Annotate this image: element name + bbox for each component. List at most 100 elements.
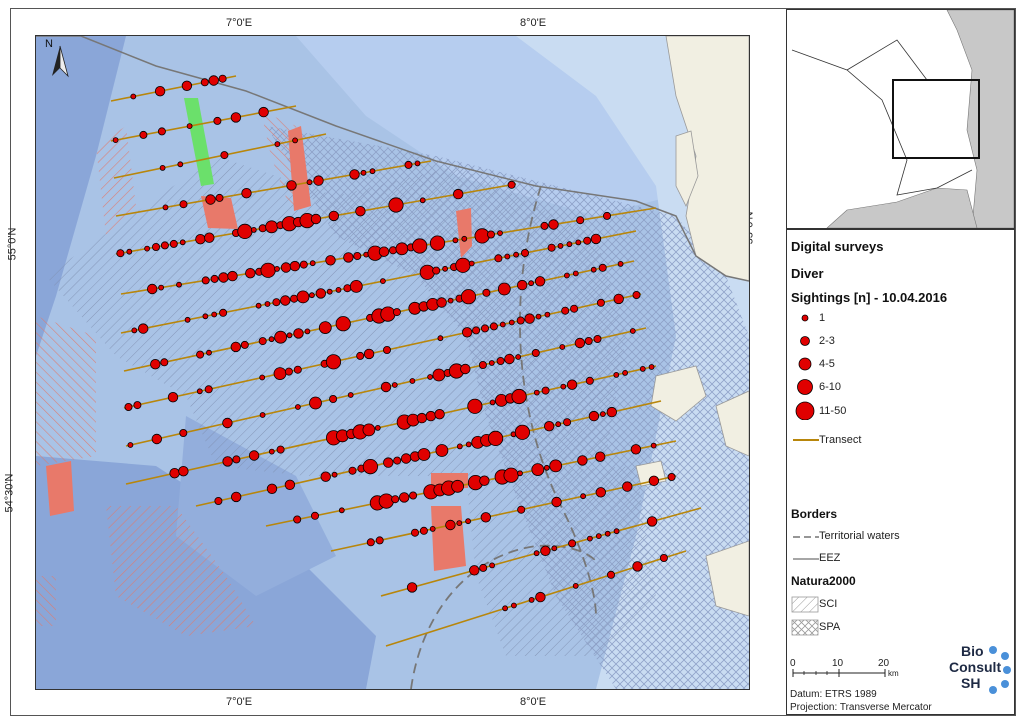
sighting-dot xyxy=(585,376,594,385)
sighting-dot xyxy=(196,388,203,395)
legend-spa-label: SPA xyxy=(819,621,841,633)
sighting-dot xyxy=(469,565,480,576)
wind-farm-4 xyxy=(36,576,56,626)
sighting-dot xyxy=(566,379,578,390)
sighting-dot xyxy=(362,458,378,475)
sighting-dot xyxy=(177,161,184,168)
sighting-dot xyxy=(604,530,611,537)
sighting-dot xyxy=(274,330,288,344)
sighting-dot xyxy=(630,444,642,455)
scale-tick-0: 0 xyxy=(790,658,796,669)
sighting-dot xyxy=(667,472,676,481)
wind-farm-solid-4 xyxy=(46,461,74,516)
sighting-dot xyxy=(264,301,271,307)
sighting-dot xyxy=(572,583,579,589)
sighting-dot xyxy=(503,467,519,483)
bioconsult-logo: Bio Consult SH xyxy=(949,644,1013,706)
sighting-dot xyxy=(304,328,311,335)
overview-eez-2 xyxy=(846,39,928,81)
logo-line-3: SH xyxy=(961,675,981,691)
north-arrow-label: N xyxy=(45,38,53,50)
sighting-dot xyxy=(124,402,133,411)
sighting-dot xyxy=(112,137,119,143)
sighting-dot xyxy=(139,130,148,139)
sighting-dot xyxy=(204,385,213,394)
sighting-dot xyxy=(572,270,579,277)
wind-farm-2 xyxy=(36,316,96,466)
main-map[interactable]: N xyxy=(35,35,750,690)
sighting-dot xyxy=(576,216,585,225)
transect-line xyxy=(330,475,677,552)
sighting-dot xyxy=(416,412,428,424)
scale-bar xyxy=(792,669,886,677)
legend-label-6-10: 6-10 xyxy=(819,381,842,393)
sighting-dot xyxy=(659,554,668,563)
sighting-dot xyxy=(639,365,646,372)
sighting-dot xyxy=(343,252,354,263)
sighting-dot xyxy=(548,219,559,230)
legend-species: Diver xyxy=(791,266,824,281)
sighting-dot xyxy=(465,441,472,448)
sighting-dot xyxy=(435,444,449,457)
sighting-dot xyxy=(349,279,363,293)
legend-sci-label: SCI xyxy=(819,598,838,610)
sighting-dot xyxy=(131,327,138,334)
sighting-dot xyxy=(462,327,473,338)
sighting-dot xyxy=(160,241,169,250)
sighting-dot xyxy=(329,394,338,403)
sighting-dot xyxy=(540,545,551,557)
sighting-dot xyxy=(200,78,209,87)
sighting-dot xyxy=(560,383,567,390)
sighting-dot xyxy=(535,591,546,603)
sighting-dot xyxy=(499,321,506,328)
eez-border xyxy=(36,36,749,282)
sighting-dot xyxy=(613,371,620,378)
sighting-dot xyxy=(178,466,189,477)
sighting-dot xyxy=(241,187,252,199)
sighting-dot xyxy=(284,479,296,491)
sighting-dot xyxy=(606,406,618,418)
sighting-dot xyxy=(447,297,454,304)
territorial-waters-arc xyxy=(410,544,597,689)
sighting-dot xyxy=(258,337,267,346)
sighting-dot xyxy=(213,116,222,125)
sighting-dot xyxy=(268,336,275,343)
logo-line-1: Bio xyxy=(961,643,984,659)
sighting-dot xyxy=(425,410,437,422)
sighting-dot xyxy=(541,386,550,395)
legend-sighting-11-50 xyxy=(795,401,815,420)
sighting-dot xyxy=(366,538,375,547)
sighting-dot xyxy=(274,141,281,147)
sighting-dot xyxy=(528,280,535,287)
sighting-dot xyxy=(535,313,542,320)
sighting-dot xyxy=(460,289,477,305)
graticule-top-8e: 8°0'E xyxy=(520,17,547,29)
sighting-dot xyxy=(480,324,489,333)
sighting-dot xyxy=(392,308,401,317)
graticule-left-5430n: 54°30'N xyxy=(3,473,16,513)
sighting-dot xyxy=(540,221,549,230)
sighting-dot xyxy=(375,536,384,545)
sighting-dot xyxy=(259,374,266,381)
sighting-dot xyxy=(248,450,260,461)
spa-area xyxy=(266,126,749,689)
sighting-dot xyxy=(436,297,447,308)
sighting-dot xyxy=(328,210,340,222)
sighting-dot xyxy=(313,175,324,186)
sighting-dot xyxy=(280,295,291,306)
sighting-dot xyxy=(210,274,219,283)
sighting-dot xyxy=(391,382,398,388)
sighting-dot xyxy=(419,264,435,280)
sighting-dot xyxy=(310,213,322,225)
sighting-dot xyxy=(588,410,600,422)
green-area xyxy=(184,98,214,186)
sighting-dot xyxy=(349,169,360,180)
sighting-dot xyxy=(429,235,446,251)
sighting-dot xyxy=(280,262,292,273)
sighting-dot xyxy=(479,475,490,486)
sighting-dot xyxy=(318,321,332,335)
sighting-dot xyxy=(514,424,530,440)
legend-sighting-2-3 xyxy=(800,336,810,346)
sighting-dot xyxy=(517,279,528,291)
sighting-dot xyxy=(513,251,520,258)
